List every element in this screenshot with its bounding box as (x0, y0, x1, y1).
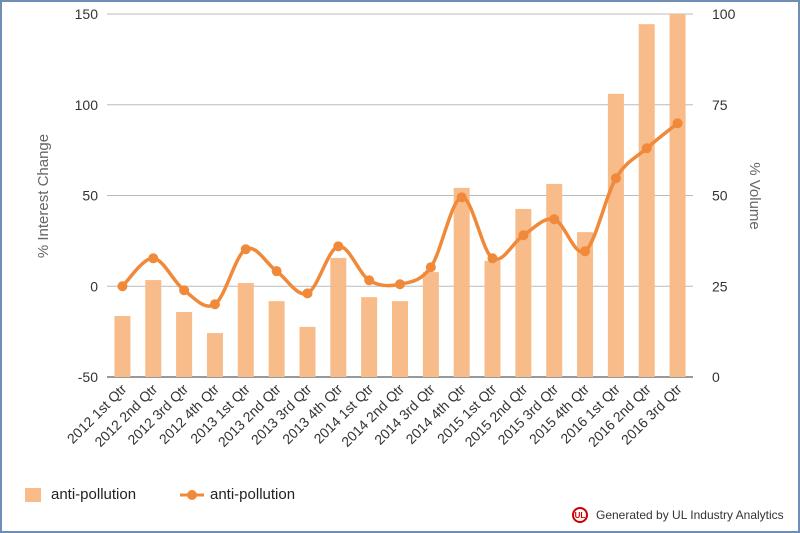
legend-item-line[interactable]: anti-pollution (180, 486, 295, 503)
bar (453, 187, 470, 377)
line-point (549, 214, 560, 225)
bar (206, 333, 223, 377)
bar (392, 301, 408, 377)
bar-swatch-icon (25, 487, 41, 502)
ul-logo-icon: UL (572, 507, 588, 523)
left-axis-title: % Interest Change (35, 134, 52, 258)
right-tick-label: 100 (712, 6, 736, 22)
line-point (271, 266, 282, 277)
left-tick-label: 0 (90, 278, 98, 294)
bar (361, 297, 378, 377)
line-point (641, 143, 652, 154)
line-point (518, 230, 529, 241)
line-point (148, 253, 159, 264)
credit-text: Generated by UL Industry Analytics (596, 508, 784, 522)
legend-label: anti-pollution (51, 486, 137, 503)
left-tick-label: 50 (82, 188, 98, 204)
bar (577, 232, 594, 377)
line-point (302, 288, 313, 299)
bar (268, 301, 285, 377)
line-point (333, 241, 344, 252)
line-point (610, 173, 621, 184)
legend-item-bar[interactable]: anti-pollution (25, 486, 136, 503)
bar (607, 93, 624, 378)
bar (484, 260, 501, 377)
left-tick-label: -50 (78, 369, 98, 385)
bar (114, 316, 131, 377)
line-point (209, 299, 220, 310)
right-tick-label: 50 (712, 188, 728, 204)
bar (145, 280, 162, 377)
left-tick-label: 100 (75, 97, 99, 113)
right-tick-label: 75 (712, 97, 728, 113)
line-point (425, 262, 436, 273)
bar (546, 183, 563, 377)
bar (422, 272, 439, 377)
line-marker-icon (180, 489, 204, 500)
bar (638, 24, 655, 377)
bar (515, 208, 532, 377)
right-tick-label: 0 (712, 369, 720, 385)
line-point (456, 192, 467, 203)
series-line (121, 121, 679, 308)
bar (299, 326, 316, 377)
bar (330, 257, 347, 377)
left-tick-label: 150 (75, 6, 99, 22)
legend-label: anti-pollution (210, 486, 296, 503)
line-point (240, 244, 251, 255)
right-axis-title: % Volume (746, 162, 763, 230)
bar (237, 282, 254, 377)
line-point (364, 275, 375, 286)
footer-credit: UL Generated by UL Industry Analytics (572, 507, 784, 523)
line-point (580, 246, 591, 257)
line-point (117, 281, 128, 292)
line-point (672, 118, 683, 129)
bar (669, 14, 686, 377)
bar (176, 312, 193, 377)
right-tick-label: 25 (712, 278, 728, 294)
line-point (487, 253, 498, 264)
line-point (179, 285, 190, 296)
line-point (395, 279, 405, 290)
